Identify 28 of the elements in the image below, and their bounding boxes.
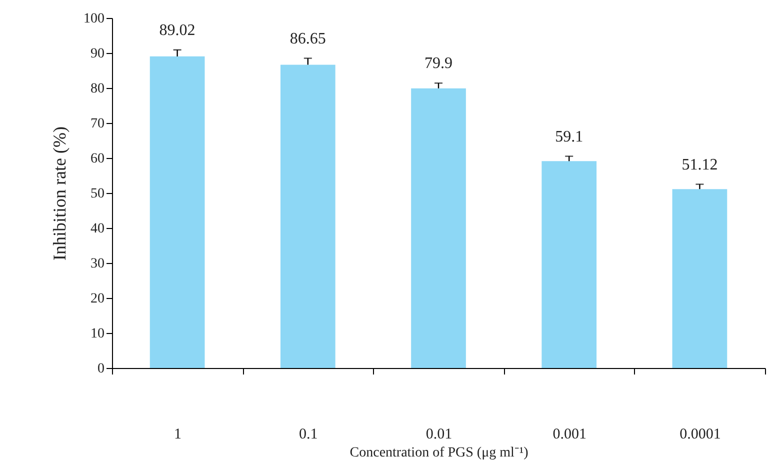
bar bbox=[542, 161, 597, 368]
x-tick-label: 0.01 bbox=[426, 426, 452, 442]
y-tick-label: 50 bbox=[90, 186, 104, 202]
y-tick-label: 80 bbox=[90, 82, 104, 96]
data-label: 89.02 bbox=[159, 22, 196, 39]
y-tick-label: 100 bbox=[84, 12, 104, 26]
x-tick-label: 0.1 bbox=[299, 426, 318, 442]
bar bbox=[411, 88, 466, 368]
data-label: 79.9 bbox=[424, 55, 452, 72]
y-tick-label: 40 bbox=[90, 222, 104, 236]
x-axis-title: Concentration of PGS (μg ml⁻¹) bbox=[350, 446, 529, 460]
bar bbox=[280, 64, 336, 368]
data-label: 51.12 bbox=[682, 156, 718, 174]
y-tick-label: 70 bbox=[90, 116, 104, 132]
x-tick-label: 0.001 bbox=[552, 426, 586, 442]
y-tick-label: 0 bbox=[98, 362, 104, 376]
y-tick-label: 60 bbox=[90, 152, 104, 166]
bar bbox=[150, 56, 205, 368]
y-tick-label: 20 bbox=[90, 292, 104, 306]
x-tick-label: 0.0001 bbox=[680, 426, 721, 442]
bar bbox=[672, 189, 728, 368]
y-tick-label: 30 bbox=[90, 256, 104, 272]
y-tick-label: 90 bbox=[90, 46, 104, 62]
x-tick-label: 1 bbox=[174, 426, 182, 442]
y-axis-title: Inhibition rate (%) bbox=[50, 126, 70, 260]
data-label: 59.1 bbox=[555, 128, 584, 146]
y-tick-label: 10 bbox=[90, 326, 104, 342]
data-label: 86.65 bbox=[290, 30, 326, 48]
